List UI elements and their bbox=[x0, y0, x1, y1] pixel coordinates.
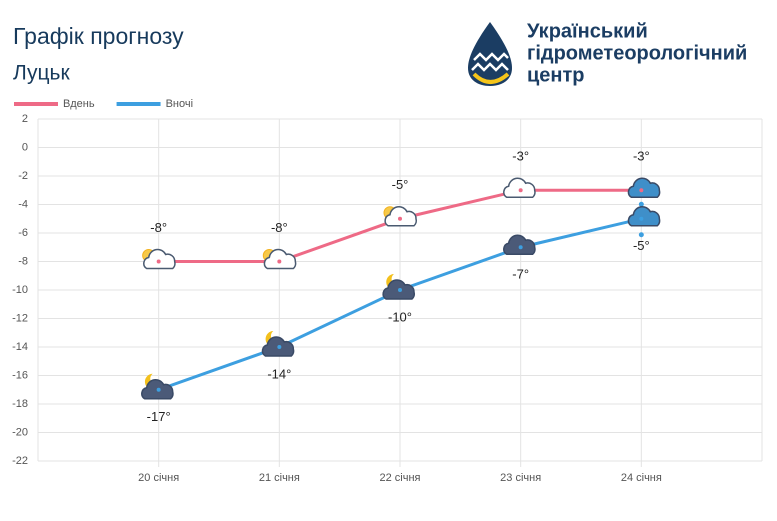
weather-icon bbox=[262, 248, 297, 270]
point bbox=[277, 259, 282, 264]
value-label: -8° bbox=[150, 220, 167, 235]
cloud-icon bbox=[143, 248, 176, 270]
point bbox=[156, 387, 161, 392]
y-tick-label: -14 bbox=[12, 341, 28, 353]
weather-icon bbox=[503, 177, 536, 198]
value-label: -3° bbox=[633, 149, 650, 164]
y-tick-label: -12 bbox=[12, 312, 28, 324]
chart-title: Графік прогнозу bbox=[13, 23, 184, 49]
logo-text: центр bbox=[527, 64, 585, 86]
snowflake bbox=[638, 232, 644, 238]
weather-icon bbox=[382, 274, 415, 300]
y-tick-label: -4 bbox=[18, 198, 28, 210]
y-tick-label: -16 bbox=[12, 369, 28, 381]
cloud-icon bbox=[627, 177, 661, 198]
value-label: -17° bbox=[147, 409, 171, 424]
logo-text: гідрометеорологічний bbox=[527, 42, 747, 64]
value-label: -10° bbox=[388, 309, 412, 324]
y-tick-label: 0 bbox=[22, 141, 28, 153]
point bbox=[518, 188, 523, 193]
chart-subtitle: Луцьк bbox=[13, 62, 70, 85]
x-tick-label: 24 січня bbox=[621, 472, 662, 484]
cloud-icon bbox=[503, 234, 536, 255]
y-tick-label: -6 bbox=[18, 227, 28, 239]
weather-icon bbox=[503, 234, 536, 255]
y-tick-label: -22 bbox=[12, 455, 28, 467]
weather-icon bbox=[261, 331, 295, 357]
logo-text: Український bbox=[527, 20, 648, 42]
point bbox=[156, 259, 161, 264]
x-tick-label: 23 січня bbox=[500, 472, 541, 484]
point bbox=[639, 188, 644, 193]
legend-label: Вночі bbox=[166, 98, 193, 110]
value-label: -5° bbox=[392, 177, 409, 192]
cloud-icon bbox=[503, 177, 536, 198]
x-tick-label: 21 січня bbox=[259, 472, 300, 484]
y-tick-label: -18 bbox=[12, 398, 28, 410]
weather-icon bbox=[142, 248, 176, 270]
x-tick-label: 22 січня bbox=[380, 472, 421, 484]
value-label: -8° bbox=[271, 220, 288, 235]
weather-icon bbox=[141, 373, 174, 400]
y-tick-label: -8 bbox=[18, 255, 28, 267]
y-tick-label: -10 bbox=[12, 284, 28, 296]
y-tick-label: 2 bbox=[22, 113, 28, 125]
cloud-icon bbox=[384, 206, 417, 227]
value-label: -5° bbox=[633, 238, 650, 253]
weather-icon bbox=[627, 177, 661, 207]
point bbox=[398, 288, 402, 292]
x-tick-label: 20 січня bbox=[138, 472, 179, 484]
point bbox=[398, 216, 402, 221]
logo-icon bbox=[468, 22, 512, 86]
legend-label: Вдень bbox=[63, 98, 95, 110]
cloud-icon bbox=[263, 248, 297, 270]
y-tick-label: -2 bbox=[18, 170, 28, 182]
value-label: -7° bbox=[512, 267, 529, 282]
weather-icon bbox=[383, 206, 417, 227]
cloud-icon bbox=[627, 206, 661, 227]
snowflake bbox=[638, 201, 644, 207]
weather-icon bbox=[627, 206, 661, 238]
point bbox=[639, 216, 644, 221]
point bbox=[518, 245, 523, 250]
value-label: -3° bbox=[512, 149, 529, 164]
point bbox=[277, 345, 282, 349]
value-label: -14° bbox=[267, 366, 291, 381]
y-tick-label: -20 bbox=[12, 426, 28, 438]
